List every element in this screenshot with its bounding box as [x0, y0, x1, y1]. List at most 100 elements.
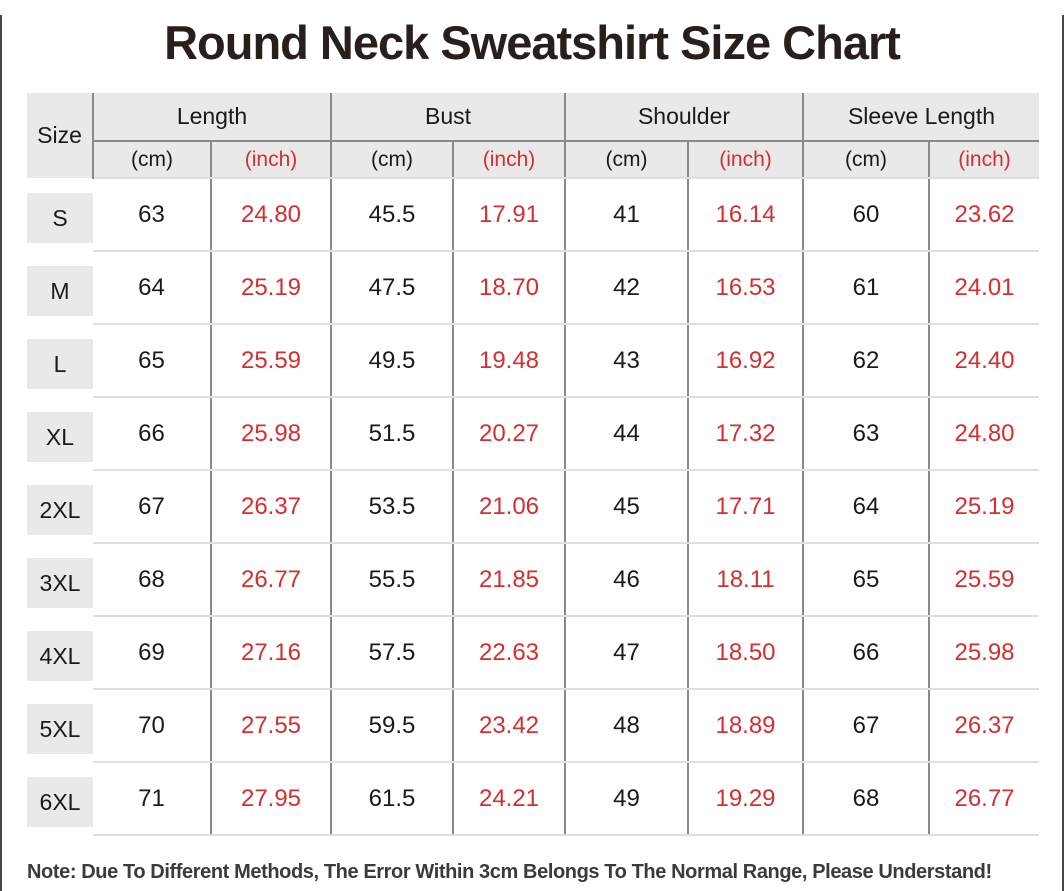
shoulder-in-cell: 17.32	[687, 397, 803, 471]
shoulder-in-cell: 16.14	[687, 178, 803, 252]
shoulder-cm-cell: 45	[564, 470, 688, 544]
sleeve-cm-cell: 68	[802, 762, 929, 836]
sleeve-cm-cell: 62	[802, 324, 929, 398]
bust-in-cell: 21.85	[452, 543, 565, 617]
length-cm-cell: 63	[93, 178, 211, 252]
length-in-cell: 25.59	[210, 324, 331, 398]
table-row: S 63 24.80 45.5 17.91 41 16.14 60 23.62	[27, 178, 1039, 252]
bust-in-cell: 20.27	[452, 397, 565, 471]
length-in-cell: 27.95	[210, 762, 331, 836]
bust-in-cell: 17.91	[452, 178, 565, 252]
length-in-cell: 27.55	[210, 689, 331, 763]
page-title: Round Neck Sweatshirt Size Chart	[164, 16, 901, 69]
table-row: 6XL 71 27.95 61.5 24.21 49 19.29 68 26.77	[27, 762, 1039, 836]
size-label: M	[27, 266, 93, 316]
shoulder-in-cell: 18.50	[687, 616, 803, 690]
shoulder-cm-cell: 42	[564, 251, 688, 325]
page-right-edge-line	[1062, 15, 1064, 891]
shoulder-cm-cell: 44	[564, 397, 688, 471]
size-label: L	[27, 339, 93, 389]
size-label: 3XL	[27, 558, 93, 608]
length-in-cell: 24.80	[210, 178, 331, 252]
sleeve-in-cell: 26.77	[928, 762, 1039, 836]
header-group-row: Size Length Bust Shoulder Sleeve Length	[27, 93, 1039, 178]
length-in-cell: 25.98	[210, 397, 331, 471]
sleeve-cm-cell: 67	[802, 689, 929, 763]
shoulder-inch-header: (inch)	[687, 141, 803, 179]
size-cell: 5XL	[27, 689, 93, 762]
length-cm-cell: 69	[93, 616, 211, 690]
sleeve-inch-header: (inch)	[928, 141, 1039, 179]
size-column-header: Size	[27, 93, 94, 178]
size-label: 6XL	[27, 777, 93, 827]
length-inch-header: (inch)	[210, 141, 331, 179]
header-unit-row: (cm) (inch) (cm) (inch) (cm) (inch) (cm)…	[27, 141, 1039, 179]
bust-cm-cell: 49.5	[330, 324, 453, 398]
table-row: L 65 25.59 49.5 19.48 43 16.92 62 24.40	[27, 324, 1039, 398]
bust-cm-cell: 53.5	[330, 470, 453, 544]
shoulder-cm-cell: 48	[564, 689, 688, 763]
table-row: 2XL 67 26.37 53.5 21.06 45 17.71 64 25.19	[27, 470, 1039, 544]
size-chart-table: Size Length Bust Shoulder Sleeve Length …	[27, 93, 1039, 836]
bust-in-cell: 24.21	[452, 762, 565, 836]
sleeve-in-cell: 24.01	[928, 251, 1039, 325]
length-in-cell: 25.19	[210, 251, 331, 325]
shoulder-cm-cell: 41	[564, 178, 688, 252]
table-row: 3XL 68 26.77 55.5 21.85 46 18.11 65 25.59	[27, 543, 1039, 617]
sleeve-in-cell: 25.59	[928, 543, 1039, 617]
bust-cm-cell: 57.5	[330, 616, 453, 690]
length-cm-header: (cm)	[93, 141, 211, 179]
shoulder-in-cell: 18.11	[687, 543, 803, 617]
sleeve-in-cell: 25.98	[928, 616, 1039, 690]
length-cm-cell: 66	[93, 397, 211, 471]
size-label: 5XL	[27, 704, 93, 754]
bust-in-cell: 19.48	[452, 324, 565, 398]
note-text: Note: Due To Different Methods, The Erro…	[27, 861, 992, 883]
sleeve-cm-cell: 61	[802, 251, 929, 325]
length-in-cell: 26.77	[210, 543, 331, 617]
bust-cm-cell: 55.5	[330, 543, 453, 617]
table-body: S 63 24.80 45.5 17.91 41 16.14 60 23.62 M 64 25.19 4…	[27, 178, 1039, 836]
length-in-cell: 26.37	[210, 470, 331, 544]
sleeve-in-cell: 23.62	[928, 178, 1039, 252]
sleeve-in-cell: 25.19	[928, 470, 1039, 544]
sleeve-cm-cell: 60	[802, 178, 929, 252]
shoulder-cm-cell: 43	[564, 324, 688, 398]
bust-inch-header: (inch)	[452, 141, 565, 179]
shoulder-cm-cell: 46	[564, 543, 688, 617]
sleeve-cm-cell: 64	[802, 470, 929, 544]
bust-in-cell: 23.42	[452, 689, 565, 763]
shoulder-cm-cell: 49	[564, 762, 688, 836]
shoulder-in-cell: 18.89	[687, 689, 803, 763]
bust-group-header: Bust	[330, 93, 565, 142]
bust-cm-header: (cm)	[330, 141, 453, 179]
table-row: 4XL 69 27.16 57.5 22.63 47 18.50 66 25.98	[27, 616, 1039, 690]
shoulder-in-cell: 16.53	[687, 251, 803, 325]
length-cm-cell: 64	[93, 251, 211, 325]
size-cell: 4XL	[27, 616, 93, 689]
sleeve-in-cell: 24.80	[928, 397, 1039, 471]
size-label: S	[27, 193, 93, 243]
sleeve-length-group-header: Sleeve Length	[802, 93, 1039, 142]
table-row: M 64 25.19 47.5 18.70 42 16.53 61 24.01	[27, 251, 1039, 325]
length-in-cell: 27.16	[210, 616, 331, 690]
page-left-edge-line	[0, 15, 2, 891]
table-row: XL 66 25.98 51.5 20.27 44 17.32 63 24.80	[27, 397, 1039, 471]
sleeve-cm-cell: 65	[802, 543, 929, 617]
shoulder-in-cell: 16.92	[687, 324, 803, 398]
table-row: 5XL 70 27.55 59.5 23.42 48 18.89 67 26.37	[27, 689, 1039, 763]
sleeve-in-cell: 24.40	[928, 324, 1039, 398]
size-label: 4XL	[27, 631, 93, 681]
table-header: Size Length Bust Shoulder Sleeve Length …	[27, 93, 1039, 179]
shoulder-in-cell: 17.71	[687, 470, 803, 544]
sleeve-cm-cell: 66	[802, 616, 929, 690]
bust-cm-cell: 51.5	[330, 397, 453, 471]
length-group-header: Length	[92, 93, 331, 142]
bust-cm-cell: 47.5	[330, 251, 453, 325]
size-cell: XL	[27, 397, 93, 470]
size-cell: 2XL	[27, 470, 93, 543]
length-cm-cell: 70	[93, 689, 211, 763]
sleeve-in-cell: 26.37	[928, 689, 1039, 763]
length-cm-cell: 65	[93, 324, 211, 398]
sleeve-cm-header: (cm)	[802, 141, 929, 179]
